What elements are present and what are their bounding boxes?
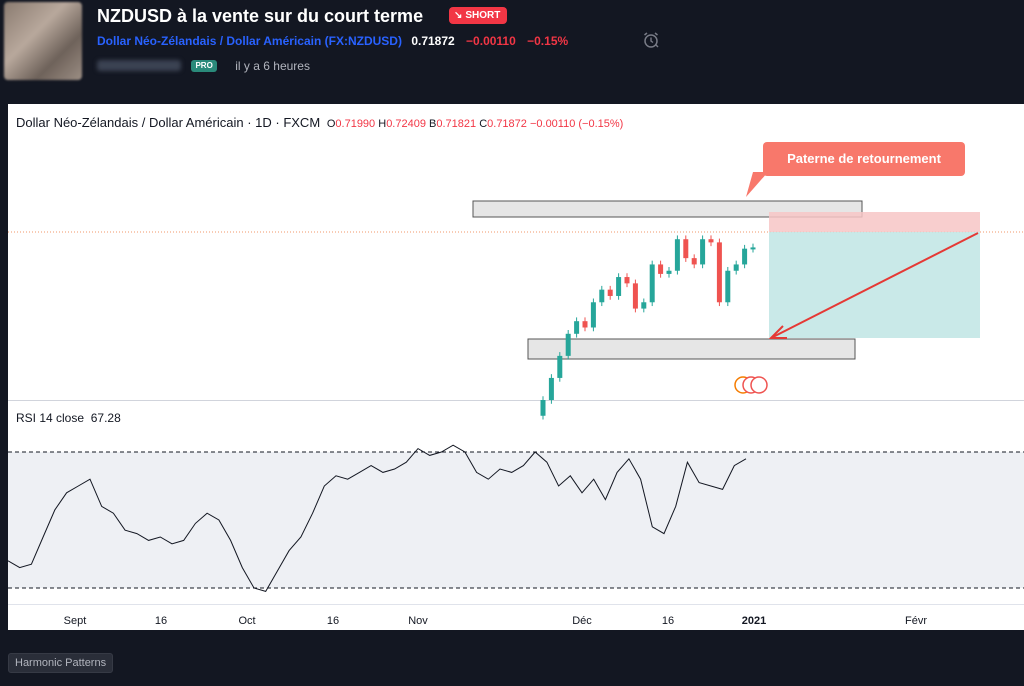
candle-body [632, 283, 638, 309]
candle-body [548, 377, 554, 400]
candle-body [607, 289, 613, 296]
chart-pane[interactable]: Sept 16 Oct 16 Nov Déc 16 2021 Févr Dollar Néo-Z… [8, 104, 1024, 630]
symbol-line: Dollar Néo-Zélandais / Dollar Américain … [97, 34, 568, 48]
rsi-value: 67.28 [90, 411, 121, 425]
candle-body [599, 289, 605, 303]
candle-body [674, 239, 680, 271]
callout-pointer [746, 172, 768, 197]
x-tick-label: Oct [238, 615, 255, 627]
x-tick-label: 16 [327, 615, 339, 627]
rsi-label: RSI 14 close [16, 411, 85, 425]
candle-body [582, 321, 588, 328]
author-line: PRO il y a 6 heures [97, 57, 310, 73]
author-name[interactable] [97, 60, 181, 72]
legend-h-label: H [378, 118, 387, 130]
candle-body [557, 355, 563, 378]
reversal-callout[interactable]: Paterne de retournement [763, 142, 965, 176]
legend-change: −0.00110 (−0.15%) [529, 118, 624, 130]
candle-body [649, 264, 655, 303]
candle-body [700, 239, 706, 265]
rsi-legend: RSI 14 close 67.28 [16, 411, 121, 425]
rsi-line [8, 444, 747, 592]
idea-header: NZDUSD à la vente sur du court terme ↘ SH… [0, 0, 1024, 104]
short-badge-label: SHORT [465, 10, 501, 21]
x-tick-label: 16 [662, 615, 674, 627]
stop-loss-zone [769, 212, 980, 232]
price-change-pct: −0.15% [527, 34, 569, 48]
legend-b-label: B [429, 118, 437, 130]
tag-harmonic-patterns[interactable]: Harmonic Patterns [8, 653, 114, 673]
candle-body [574, 321, 580, 334]
legend-low: 0.71821 [436, 118, 477, 130]
candle-body [742, 248, 748, 265]
x-tick-label: Déc [572, 615, 592, 627]
candle-body [683, 239, 689, 259]
time-axis [8, 604, 1024, 630]
candle-body [641, 302, 647, 309]
idea-title: NZDUSD à la vente sur du court terme [97, 6, 424, 26]
candle-body [540, 400, 546, 416]
candle-body [708, 239, 714, 243]
x-tick-label: 16 [155, 615, 167, 627]
legend-ohlc: O0.71990 H0.72409 B0.71821 C0.71872 −0.0… [324, 118, 624, 130]
x-tick-label: Févr [905, 615, 927, 627]
x-tick-label: Sept [64, 615, 87, 627]
price-change: −0.00110 [466, 34, 516, 48]
candle-body [733, 264, 739, 271]
x-tick-label: Nov [408, 615, 428, 627]
candle-body [725, 270, 731, 303]
legend-open: 0.71990 [335, 118, 376, 130]
price-legend: Dollar Néo-Zélandais / Dollar Américain … [16, 115, 623, 130]
legend-high: 0.72409 [386, 118, 426, 130]
candle-body [691, 258, 697, 265]
symbol-link[interactable]: Dollar Néo-Zélandais / Dollar Américain [97, 34, 322, 48]
legend-c-label: C [479, 118, 488, 130]
legend-close: 0.71872 [487, 118, 527, 130]
chart-canvas[interactable]: Sept 16 Oct 16 Nov Déc 16 2021 Févr [8, 104, 1024, 630]
legend-o-label: O [326, 118, 336, 130]
resistance-zone [472, 200, 863, 218]
down-arrow-icon: ↘ [454, 10, 463, 21]
candle-body [565, 333, 571, 356]
support-zone [527, 338, 856, 360]
x-tick-label: 2021 [742, 615, 766, 627]
target-arrow-line [770, 232, 979, 339]
ticker-link[interactable]: (FX:NZDUSD) [324, 34, 402, 48]
candle-body [658, 264, 664, 274]
candle-body [666, 270, 672, 274]
candle-body [716, 242, 722, 303]
short-badge: ↘ SHORT [449, 7, 508, 24]
candle-body [624, 277, 630, 284]
alarm-clock-icon[interactable] [642, 31, 660, 49]
legend-symbol: Dollar Néo-Zélandais / Dollar Américain … [16, 115, 321, 130]
target-arrow-head [768, 325, 787, 339]
economic-event-icon [750, 376, 768, 394]
rsi-band [8, 452, 1024, 588]
candle-body [590, 302, 596, 328]
author-avatar[interactable] [4, 2, 82, 80]
last-price: 0.71872 [411, 34, 455, 48]
publish-time: il y a 6 heures [235, 58, 310, 73]
pro-badge: PRO [191, 59, 217, 72]
candle-body [616, 277, 622, 296]
candle-body [750, 247, 756, 250]
